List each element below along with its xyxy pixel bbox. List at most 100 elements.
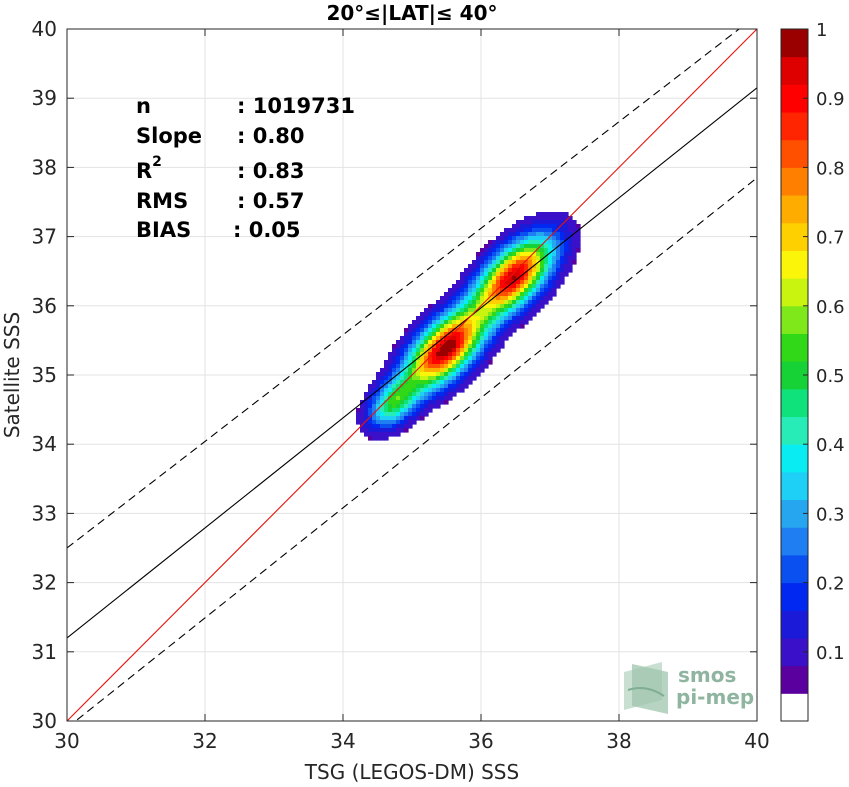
density-cell	[472, 300, 477, 305]
density-cell	[380, 388, 385, 393]
density-cell	[488, 280, 493, 285]
density-cell	[540, 280, 545, 285]
density-cell	[556, 220, 561, 225]
density-cell	[532, 244, 537, 249]
density-cell	[468, 316, 473, 321]
density-cell	[452, 360, 457, 365]
density-cell	[552, 260, 557, 265]
density-cell	[412, 320, 417, 325]
density-cell	[428, 388, 433, 393]
density-cell	[440, 340, 445, 345]
density-cell	[416, 404, 421, 409]
density-cell	[464, 288, 469, 293]
density-cell	[492, 240, 497, 245]
density-cell	[424, 400, 429, 405]
density-cell	[408, 368, 413, 373]
density-cell	[388, 376, 393, 381]
density-cell	[380, 392, 385, 397]
density-cell	[524, 252, 529, 257]
colorbar-swatch	[781, 56, 808, 85]
density-cell	[456, 360, 461, 365]
density-cell	[512, 288, 517, 293]
density-cell	[404, 380, 409, 385]
density-cell	[512, 248, 517, 253]
density-cell	[548, 260, 553, 265]
density-cell	[456, 352, 461, 357]
density-cell	[472, 268, 477, 273]
colorbar-swatch	[781, 278, 808, 307]
density-cell	[552, 292, 557, 297]
density-cell	[476, 252, 481, 257]
density-cell	[388, 428, 393, 433]
colorbar-tick-label: 0.2	[816, 574, 845, 595]
density-cell	[524, 276, 529, 281]
density-cell	[420, 356, 425, 361]
density-cell	[424, 308, 429, 313]
density-cell	[372, 416, 377, 421]
density-cell	[404, 328, 409, 333]
density-cell	[456, 308, 461, 313]
density-cell	[472, 368, 477, 373]
density-cell	[404, 408, 409, 413]
density-cell	[380, 368, 385, 373]
density-cell	[572, 220, 577, 225]
density-cell	[396, 412, 401, 417]
density-cell	[564, 264, 569, 269]
density-cell	[356, 408, 361, 413]
density-cell	[404, 368, 409, 373]
density-cell	[456, 320, 461, 325]
density-cell	[404, 336, 409, 341]
density-cell	[492, 276, 497, 281]
density-cell	[420, 320, 425, 325]
density-cell	[524, 312, 529, 317]
density-cell	[376, 416, 381, 421]
density-cell	[460, 272, 465, 277]
y-tick-label: 33	[32, 501, 57, 525]
density-cell	[432, 392, 437, 397]
density-cell	[484, 340, 489, 345]
density-cell	[540, 212, 545, 217]
density-cell	[452, 332, 457, 337]
density-cell	[412, 396, 417, 401]
density-cell	[400, 396, 405, 401]
density-cell	[376, 432, 381, 437]
density-cell	[464, 340, 469, 345]
density-cell	[404, 352, 409, 357]
density-cell	[372, 436, 377, 441]
density-cell	[540, 244, 545, 249]
density-cell	[460, 356, 465, 361]
density-cell	[524, 216, 529, 221]
density-cell	[444, 352, 449, 357]
density-cell	[432, 312, 437, 317]
density-cell	[560, 272, 565, 277]
density-cell	[464, 304, 469, 309]
density-cell	[468, 376, 473, 381]
density-cell	[452, 296, 457, 301]
density-cell	[444, 312, 449, 317]
density-cell	[432, 324, 437, 329]
density-cell	[400, 380, 405, 385]
density-cell	[408, 404, 413, 409]
density-cell	[472, 376, 477, 381]
density-cell	[480, 316, 485, 321]
density-cell	[552, 244, 557, 249]
density-cell	[372, 428, 377, 433]
density-cell	[396, 352, 401, 357]
density-cell	[500, 308, 505, 313]
density-cell	[384, 420, 389, 425]
density-cell	[536, 232, 541, 237]
density-cell	[432, 384, 437, 389]
chart-title: 20°≤|LAT|≤ 40°	[326, 1, 497, 25]
density-cell	[504, 244, 509, 249]
density-cell	[516, 240, 521, 245]
density-cell	[432, 332, 437, 337]
y-tick-label: 40	[32, 17, 57, 41]
density-cell	[516, 280, 521, 285]
density-cell	[468, 264, 473, 269]
density-cell	[428, 312, 433, 317]
density-cell	[520, 260, 525, 265]
density-cell	[512, 264, 517, 269]
density-cell	[424, 328, 429, 333]
density-cell	[388, 384, 393, 389]
density-cell	[480, 264, 485, 269]
